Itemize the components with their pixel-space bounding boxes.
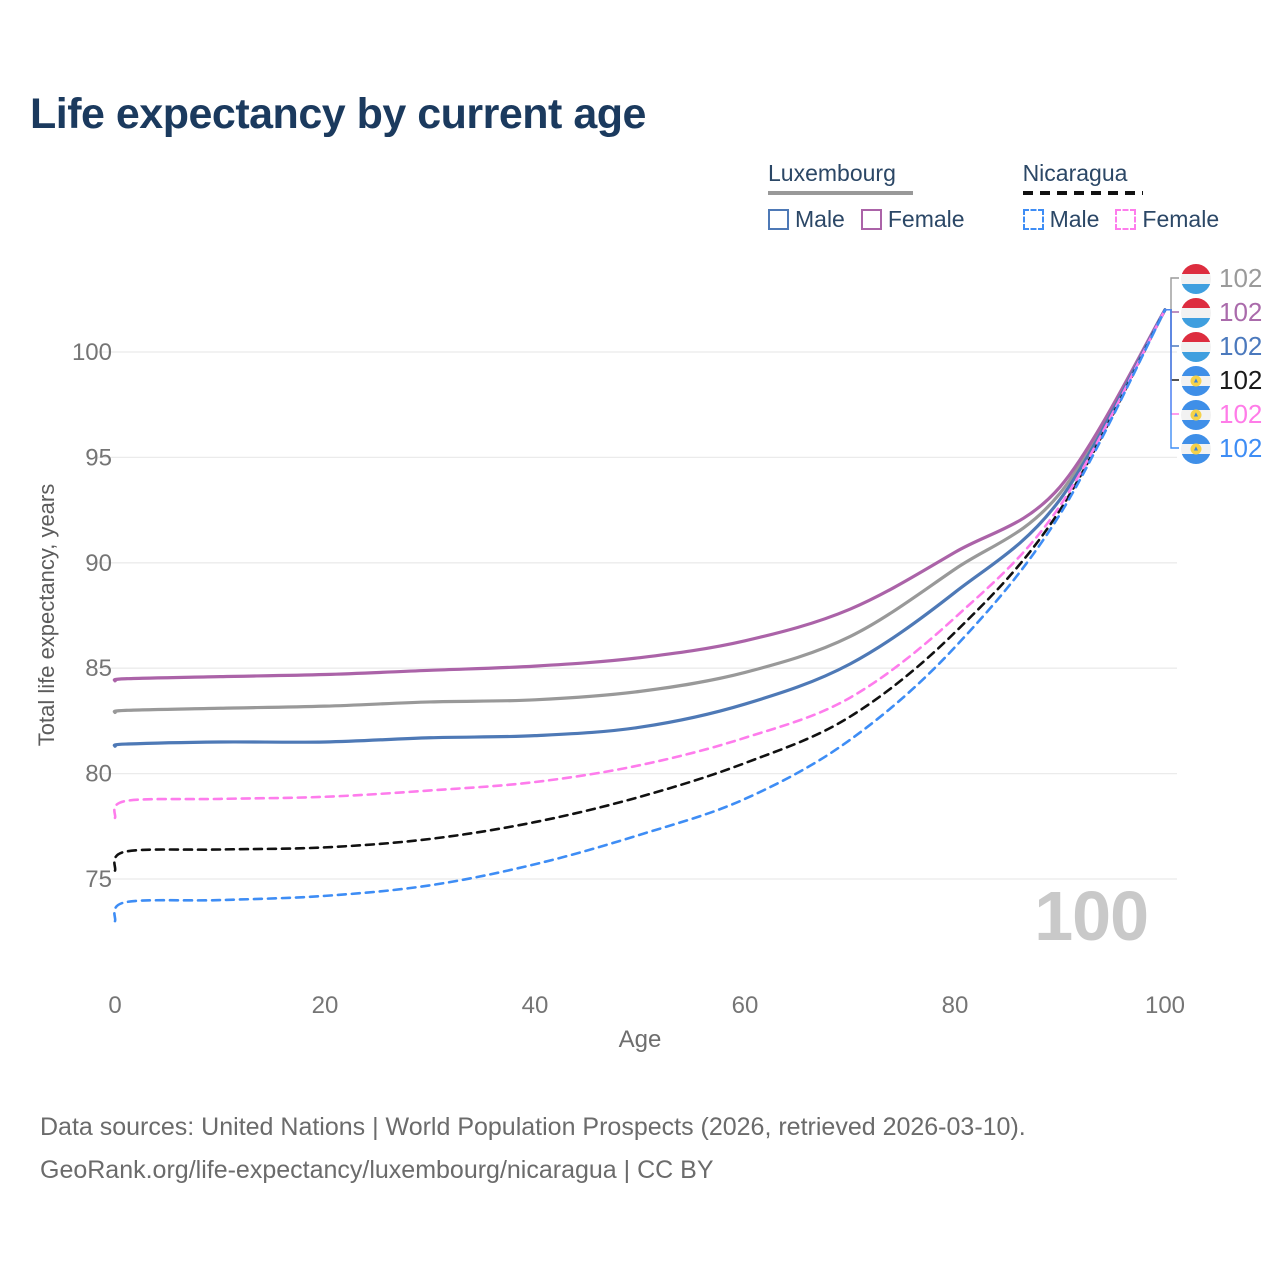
series-line-luxembourg-male[interactable] xyxy=(112,308,1167,748)
series-line-nicaragua-female[interactable] xyxy=(113,308,1167,820)
leader-line xyxy=(1165,309,1179,449)
leader-line xyxy=(1165,309,1179,347)
x-tick-100: 100 xyxy=(1145,992,1185,1019)
legend-group-nicaragua: Nicaragua Male Female xyxy=(1022,160,1220,233)
attribution-line: GeoRank.org/life-expectancy/luxembourg/n… xyxy=(40,1156,714,1184)
luxembourg-male-swatch xyxy=(768,209,789,230)
legend-country-label: Luxembourg xyxy=(768,160,896,186)
x-tick-0: 0 xyxy=(108,992,121,1019)
legend-label-female: Female xyxy=(1142,206,1220,232)
nicaragua-female-swatch xyxy=(1115,209,1137,230)
x-axis-title: Age xyxy=(618,1026,662,1053)
x-tick-80: 80 xyxy=(942,992,969,1019)
series-line-luxembourg-female[interactable] xyxy=(112,308,1167,683)
source-footer: Data sources: United Nations | World Pop… xyxy=(40,1106,1026,1192)
y-tick-95: 95 xyxy=(85,444,112,471)
leader-line xyxy=(1165,277,1179,311)
luxembourg-line-swatch xyxy=(768,191,913,195)
legend-group-luxembourg: Luxembourg Male Female xyxy=(768,160,965,233)
series-line-luxembourg[interactable] xyxy=(112,308,1167,715)
nicaragua-line-swatch xyxy=(1022,191,1143,195)
legend-label-male: Male xyxy=(795,206,845,232)
luxembourg-female-swatch xyxy=(860,209,882,230)
legend-label-female: Female xyxy=(887,206,965,232)
x-tick-40: 40 xyxy=(522,992,549,1019)
legend-country-label: Nicaragua xyxy=(1022,160,1128,186)
legend-item-luxembourg-female[interactable]: Female xyxy=(860,206,965,233)
legend-country-luxembourg[interactable]: Luxembourg xyxy=(768,160,965,195)
legend-country-nicaragua[interactable]: Nicaragua xyxy=(1022,160,1220,195)
y-tick-85: 85 xyxy=(85,655,112,682)
y-tick-80: 80 xyxy=(85,761,112,788)
y-tick-90: 90 xyxy=(85,550,112,577)
source-line: Data sources: United Nations | World Pop… xyxy=(40,1113,1026,1141)
leader-line xyxy=(1165,309,1179,381)
legend-item-luxembourg-male[interactable]: Male xyxy=(768,206,845,233)
leader-line xyxy=(1165,309,1179,415)
legend-item-nicaragua-female[interactable]: Female xyxy=(1115,206,1219,233)
legend-label-male: Male xyxy=(1049,206,1100,232)
y-tick-75: 75 xyxy=(85,866,112,893)
x-tick-20: 20 xyxy=(312,992,339,1019)
page-title: Life expectancy by current age xyxy=(30,90,646,138)
series-line-nicaragua[interactable] xyxy=(113,308,1167,872)
series-line-nicaragua-male[interactable] xyxy=(113,308,1167,923)
x-tick-60: 60 xyxy=(732,992,759,1019)
hovered-age-watermark: 100 xyxy=(1034,877,1149,955)
legend-item-nicaragua-male[interactable]: Male xyxy=(1022,206,1100,233)
y-tick-100: 100 xyxy=(72,339,112,366)
legend: Luxembourg Male Female Nicaragua xyxy=(768,160,1248,233)
nicaragua-male-swatch xyxy=(1022,209,1044,230)
